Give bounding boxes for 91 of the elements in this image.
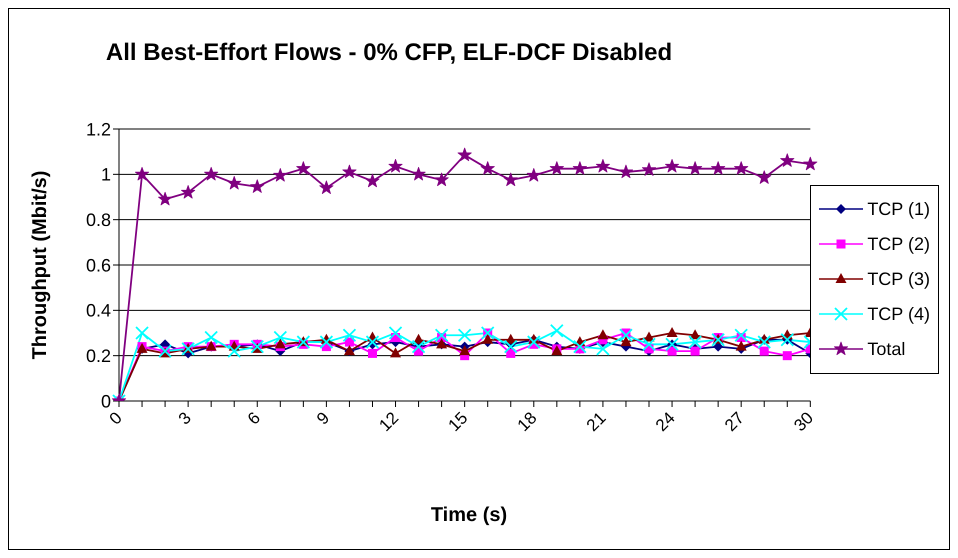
point xyxy=(227,176,242,190)
point xyxy=(342,164,356,178)
point xyxy=(504,340,518,354)
point xyxy=(412,166,426,180)
point xyxy=(365,174,380,188)
point xyxy=(296,161,310,175)
legend-label: TCP (3) xyxy=(867,268,930,290)
point xyxy=(596,342,610,356)
point xyxy=(250,340,264,354)
point xyxy=(642,337,656,352)
chart-title: All Best-Effort Flows - 0% CFP, ELF-DCF Disabled xyxy=(104,39,674,67)
point xyxy=(736,340,747,351)
y-tick-label: 0.6 xyxy=(86,255,111,276)
y-tick-label: 1 xyxy=(100,164,111,185)
point xyxy=(273,168,288,182)
point xyxy=(390,347,402,358)
point xyxy=(782,351,792,360)
x-tick-label: 15 xyxy=(444,408,472,436)
point xyxy=(273,330,288,344)
point xyxy=(458,328,472,342)
legend-label: TCP (2) xyxy=(867,234,930,254)
point xyxy=(597,329,608,340)
y-tick-label: 0.2 xyxy=(86,346,111,366)
point xyxy=(227,344,242,358)
point xyxy=(734,328,748,342)
x-tick-label: 27 xyxy=(721,408,748,436)
point xyxy=(550,161,564,175)
point xyxy=(504,172,518,186)
point xyxy=(480,326,495,340)
x-tick-label: 24 xyxy=(652,408,679,436)
point xyxy=(526,168,541,182)
point xyxy=(158,192,172,206)
x-tick-label: 6 xyxy=(244,408,264,428)
point xyxy=(319,180,334,194)
y-tick-label: 0.4 xyxy=(86,300,111,321)
point xyxy=(342,328,356,342)
point xyxy=(757,170,772,184)
point xyxy=(368,348,377,358)
point xyxy=(780,153,794,167)
x-tick-label: 9 xyxy=(312,408,334,428)
point xyxy=(642,162,656,176)
x-tick-label: 21 xyxy=(582,408,610,436)
point xyxy=(734,161,748,175)
point xyxy=(618,164,634,178)
point xyxy=(388,159,403,172)
x-tick-label: 12 xyxy=(375,408,402,436)
y-tick-label: 1.2 xyxy=(86,119,111,140)
point xyxy=(459,345,470,356)
point xyxy=(366,335,380,349)
point xyxy=(134,166,150,180)
point xyxy=(274,338,286,348)
point xyxy=(572,340,587,354)
point xyxy=(482,334,494,344)
point xyxy=(572,161,587,175)
x-tick-label: 3 xyxy=(174,408,195,428)
x-axis-title: Time (s) xyxy=(430,504,508,527)
legend-label: TCP (4) xyxy=(867,304,930,324)
x-tick-label: 18 xyxy=(514,408,541,436)
point xyxy=(181,342,196,356)
point xyxy=(664,159,680,172)
point xyxy=(250,179,264,193)
point xyxy=(550,324,564,338)
point xyxy=(458,148,472,162)
legend-label: Total xyxy=(867,338,906,360)
y-axis-title: Throughput (Mbit/s) xyxy=(29,170,52,360)
point xyxy=(620,336,632,346)
y-tick-label: 0.8 xyxy=(86,210,111,230)
point xyxy=(480,161,495,175)
point xyxy=(666,327,678,337)
point xyxy=(388,326,402,340)
point xyxy=(204,166,218,180)
point xyxy=(596,159,610,172)
point xyxy=(135,326,149,340)
point xyxy=(619,328,633,342)
point xyxy=(688,161,702,175)
point xyxy=(204,330,218,344)
point xyxy=(803,156,818,170)
y-tick-label: 0 xyxy=(100,391,111,412)
point xyxy=(690,346,700,356)
point xyxy=(760,346,769,356)
point xyxy=(757,335,772,349)
point xyxy=(434,328,449,342)
point xyxy=(711,161,726,175)
x-tick-label: 30 xyxy=(790,408,818,436)
point xyxy=(711,332,726,347)
point xyxy=(158,344,172,358)
point xyxy=(526,335,541,349)
legend-label: TCP (1) xyxy=(867,198,930,220)
point xyxy=(688,335,702,349)
point xyxy=(434,172,449,186)
point xyxy=(181,185,196,199)
